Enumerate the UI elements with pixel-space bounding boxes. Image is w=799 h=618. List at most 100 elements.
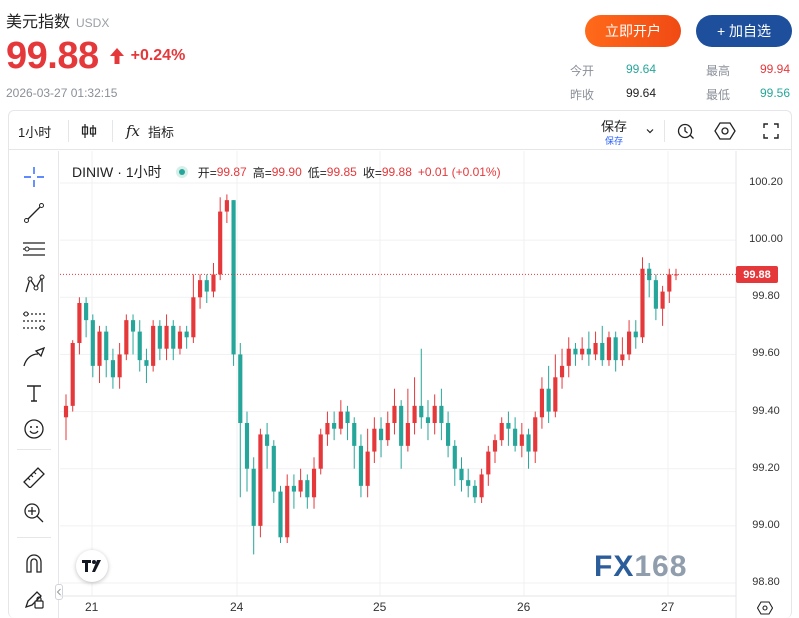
candle-body <box>378 428 384 441</box>
candle-body <box>432 405 437 423</box>
candle-body <box>626 331 632 355</box>
crosshair-icon[interactable] <box>22 165 46 189</box>
candle-body <box>117 354 122 378</box>
add-watchlist-button[interactable]: + 加自选 <box>696 15 792 47</box>
magnet-icon[interactable] <box>22 551 46 575</box>
legend-open: 99.87 <box>216 165 247 179</box>
candle-body <box>244 423 250 469</box>
price-axis-tick: 99.20 <box>752 461 780 474</box>
candle-body <box>573 348 578 355</box>
fib-icon[interactable] <box>22 309 46 333</box>
candlestick-icon[interactable] <box>80 112 98 150</box>
legend-high: 99.90 <box>271 165 302 179</box>
settings-hexagon-icon[interactable] <box>714 112 736 150</box>
candle-body <box>204 280 209 292</box>
pattern-icon[interactable] <box>22 273 46 297</box>
legend-high-label: 高= <box>252 165 272 180</box>
candle-body <box>311 468 317 498</box>
indicators-button[interactable]: fx 指标 <box>126 112 174 150</box>
drawing-toolbar <box>9 151 59 618</box>
chart-legend: DINIW · 1小时 开= 99.87 高= 99.90 低= 99.85 收… <box>72 162 507 182</box>
legend-close-label: 收= <box>362 165 382 180</box>
chevron-down-icon[interactable] <box>645 112 655 150</box>
candle-body <box>151 325 156 366</box>
candle-body <box>184 331 189 338</box>
legend-symbol: DINIW <box>72 164 114 180</box>
up-arrow-icon <box>109 46 125 66</box>
candle-body <box>325 423 330 435</box>
candle-body <box>419 405 424 418</box>
candle-body <box>439 405 444 423</box>
legend-low: 99.85 <box>326 165 357 179</box>
candle-body <box>338 411 343 429</box>
candle-body <box>144 360 149 366</box>
open-account-button[interactable]: 立即开户 <box>585 15 681 47</box>
candle-body <box>466 480 471 486</box>
horizontal-lines-icon[interactable] <box>22 237 46 261</box>
candle-body <box>211 274 216 292</box>
candle-body <box>580 348 585 355</box>
instrument-name: 美元指数 <box>6 14 71 31</box>
candle-body <box>506 423 511 429</box>
lock-pencil-icon[interactable] <box>22 587 46 611</box>
candle-body <box>653 280 658 309</box>
fullscreen-icon[interactable] <box>762 112 780 150</box>
candle-body <box>110 360 116 378</box>
legend-change: +0.01 (+0.01%) <box>417 165 501 179</box>
candle-body <box>197 280 203 298</box>
time-axis-tick: 25 <box>373 600 387 614</box>
candle-body <box>405 423 410 446</box>
candle-body <box>425 417 431 423</box>
candle-body <box>486 451 491 475</box>
price-row: 99.88 +0.24% <box>6 36 185 76</box>
candle-body <box>90 320 95 366</box>
save-label: 保存 <box>600 119 627 134</box>
time-axis-tick: 24 <box>230 600 244 614</box>
price-axis-tick: 100.20 <box>749 176 783 188</box>
candle-body <box>479 474 484 498</box>
alert-clock-icon[interactable] <box>676 112 696 150</box>
save-button[interactable]: 保存 保存 <box>588 116 640 147</box>
candle-body <box>519 434 524 446</box>
market-status-icon <box>175 166 188 178</box>
candle-body <box>385 423 390 441</box>
candle-body <box>660 291 665 309</box>
text-icon[interactable] <box>22 381 46 405</box>
price-axis-tick: 99.00 <box>752 518 780 531</box>
candle-body <box>600 343 605 361</box>
axis-settings-icon[interactable] <box>756 600 774 616</box>
candle-body <box>647 268 652 281</box>
quote-timestamp: 2026-03-27 01:32:15 <box>6 86 118 100</box>
toolbar-divider <box>112 120 113 142</box>
price-axis-tick: 99.80 <box>752 290 780 303</box>
instrument-title: 美元指数 USDX <box>6 8 109 32</box>
emoji-icon[interactable] <box>22 417 46 441</box>
collapse-toolbar-handle[interactable] <box>55 584 63 600</box>
candle-body <box>459 468 464 481</box>
zoom-in-icon[interactable] <box>22 501 46 525</box>
legend-close: 99.88 <box>381 165 412 179</box>
candle-body <box>70 343 75 406</box>
candle-body <box>667 274 672 292</box>
candle-body <box>606 337 612 361</box>
price-axis-tick: 98.80 <box>752 576 780 588</box>
candlestick-chart[interactable] <box>60 151 792 618</box>
low-value: 99.56 <box>760 86 791 100</box>
price-axis-tick: 100.00 <box>749 233 783 246</box>
prev-close-value: 99.64 <box>626 86 657 100</box>
candle-body <box>318 434 323 469</box>
candle-body <box>365 451 370 486</box>
tradingview-logo[interactable] <box>76 550 108 582</box>
candle-body <box>586 348 591 355</box>
candle-body <box>452 445 457 469</box>
ruler-icon[interactable] <box>22 465 46 489</box>
legend-interval: 1小时 <box>125 164 162 180</box>
last-price-tag: 99.88 <box>736 266 778 284</box>
candle-body <box>566 348 571 366</box>
interval-selector[interactable]: 1小时 <box>18 124 52 140</box>
candle-body <box>392 405 397 423</box>
trendline-icon[interactable] <box>22 201 46 225</box>
indicators-label: 指标 <box>148 124 175 140</box>
save-sublabel: 保存 <box>604 136 623 146</box>
brush-icon[interactable] <box>22 345 46 369</box>
